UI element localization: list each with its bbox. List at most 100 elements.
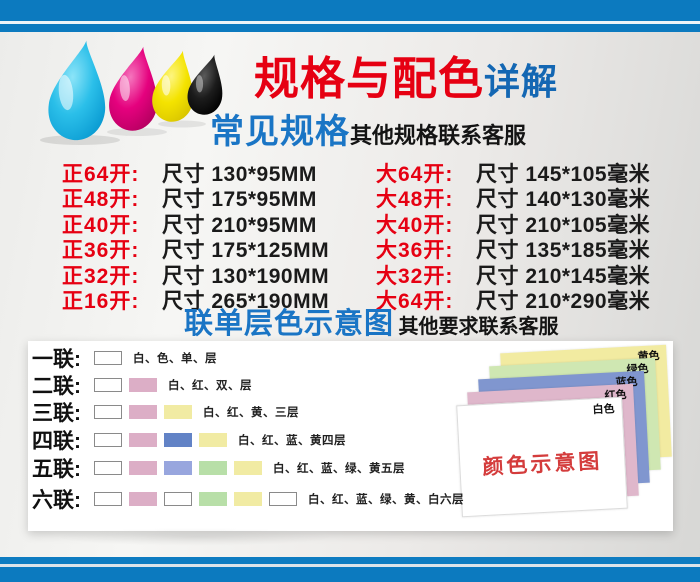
color-swatch-yellow xyxy=(164,405,192,419)
color-swatch-white xyxy=(94,351,122,365)
color-swatch-green xyxy=(199,461,227,475)
spec-size-label: 正64开: xyxy=(62,162,140,186)
sheet-color-label: 白色 xyxy=(592,403,615,417)
spec-column-right: 大64开: 尺寸 145*105毫米 大48开: 尺寸 140*130毫米 大40开: 尺… xyxy=(376,160,651,314)
layer-row: 四联: 白、红、蓝、黄四层 xyxy=(32,429,346,453)
page-title-suffix: 详解 xyxy=(484,61,559,102)
page-title-main: 规格与配色 xyxy=(254,53,485,104)
spec-row: 正32开: 尺寸 130*190MM xyxy=(62,262,329,288)
color-swatch-yellow xyxy=(199,433,227,447)
layers-heading-note: 其他要求联系客服 xyxy=(398,316,559,338)
cyan-ink-drop xyxy=(44,36,115,144)
yellow-ink-drop xyxy=(148,46,203,126)
color-swatch-pink xyxy=(129,378,157,392)
spec-row: 正36开: 尺寸 175*125MM xyxy=(62,237,330,263)
layer-row: 六联: 白、红、蓝、绿、黄、白六层 xyxy=(32,488,464,512)
color-swatch-yellow xyxy=(234,492,262,506)
common-specs-heading-text: 常见规格 xyxy=(210,113,350,151)
spec-size-label: 大48开: xyxy=(376,188,454,212)
spec-row: 正48开: 尺寸 175*95MM xyxy=(62,186,329,212)
layer-row-description: 白、红、双、层 xyxy=(168,380,252,392)
color-swatch-white xyxy=(94,433,122,447)
layer-row-label: 四联: xyxy=(32,430,81,453)
layer-row-description: 白、红、蓝、绿、黄、白六层 xyxy=(308,494,464,506)
page-title: 规格与配色详解 xyxy=(254,42,558,107)
layer-row: 一联: 白、色、单、层 xyxy=(32,347,217,371)
spec-size-label: 正48开: xyxy=(62,188,140,212)
spec-size-value: 尺寸 210*290毫米 xyxy=(476,290,651,314)
color-swatch-white xyxy=(269,492,297,506)
layers-panel: 黄色 绿色 蓝色 红色 白色 颜色示意图 一联: 白、色、单、层 二联: 白、红、双、层 三联: 白、… xyxy=(28,341,673,531)
spec-size-label: 正40开: xyxy=(62,213,140,237)
spec-row: 大40开: 尺寸 210*105毫米 xyxy=(376,211,650,237)
spec-size-label: 正16开: xyxy=(62,290,140,314)
color-swatch-white xyxy=(94,492,122,506)
spec-row: 大64开: 尺寸 145*105毫米 xyxy=(376,160,650,186)
common-specs-heading-note: 其他规格联系客服 xyxy=(350,123,527,148)
spec-row: 大32开: 尺寸 210*145毫米 xyxy=(376,262,650,288)
color-swatch-pink xyxy=(129,405,157,419)
layer-row-description: 白、红、蓝、绿、黄五层 xyxy=(273,463,405,475)
layer-row-label: 五联: xyxy=(32,458,81,481)
black-ink-drop xyxy=(183,50,228,119)
color-sheet-white-sheet: 白色颜色示意图 xyxy=(456,396,628,518)
layer-row-label: 六联: xyxy=(32,489,81,512)
spec-size-label: 大64开: xyxy=(376,290,454,314)
color-swatch-white xyxy=(94,405,122,419)
spec-row: 正64开: 尺寸 130*95MM xyxy=(62,160,329,186)
color-swatch-lightblue xyxy=(164,461,192,475)
color-swatch-green xyxy=(199,492,227,506)
spec-size-label: 大32开: xyxy=(376,264,454,288)
ink-drops-graphic xyxy=(40,36,228,145)
spec-size-label: 正36开: xyxy=(62,239,140,263)
color-demo-caption: 颜色示意图 xyxy=(481,449,603,480)
spec-size-value: 尺寸 140*130毫米 xyxy=(476,188,651,212)
spec-row: 大64开: 尺寸 210*290毫米 xyxy=(376,288,651,314)
spec-row: 正40开: 尺寸 210*95MM xyxy=(62,211,329,237)
spec-size-value: 尺寸 210*145毫米 xyxy=(476,264,651,288)
color-swatch-yellow xyxy=(234,461,262,475)
layers-section-heading: 联单层色示意图 其他要求联系客服 xyxy=(184,300,558,342)
layer-row: 三联: 白、红、黄、三层 xyxy=(32,401,299,425)
color-swatch-pink xyxy=(129,461,157,475)
layer-row-description: 白、红、黄、三层 xyxy=(203,407,299,419)
bottom-banner-bar xyxy=(0,557,700,582)
layer-row-description: 白、红、蓝、黄四层 xyxy=(238,435,346,447)
layer-row-label: 二联: xyxy=(32,375,81,398)
color-swatch-pink xyxy=(129,492,157,506)
spec-size-value: 尺寸 145*105毫米 xyxy=(476,162,651,186)
layer-row-description: 白、色、单、层 xyxy=(133,353,217,365)
spec-size-value: 尺寸 175*95MM xyxy=(162,188,317,212)
spec-size-value: 尺寸 130*190MM xyxy=(162,264,330,288)
spec-size-label: 大36开: xyxy=(376,239,454,263)
spec-size-label: 大40开: xyxy=(376,213,454,237)
spec-size-value: 尺寸 175*125MM xyxy=(162,239,330,263)
color-swatch-white xyxy=(94,378,122,392)
spec-row: 正16开: 尺寸 265*190MM xyxy=(62,288,330,314)
spec-row: 大48开: 尺寸 140*130毫米 xyxy=(376,186,651,212)
spec-size-label: 大64开: xyxy=(376,162,454,186)
color-swatch-white xyxy=(94,461,122,475)
spec-size-value: 尺寸 210*105毫米 xyxy=(476,213,651,237)
spec-size-value: 尺寸 210*95MM xyxy=(162,213,317,237)
layers-heading-text: 联单层色示意图 xyxy=(184,308,395,340)
color-swatch-blue xyxy=(164,433,192,447)
top-banner-bar xyxy=(0,0,700,32)
spec-row: 大36开: 尺寸 135*185毫米 xyxy=(376,237,650,263)
layer-row-label: 一联: xyxy=(32,348,81,371)
common-specs-heading: 常见规格其他规格联系客服 xyxy=(210,104,526,153)
magenta-ink-drop xyxy=(104,42,167,135)
layer-row-label: 三联: xyxy=(32,402,81,425)
drop-shadow xyxy=(40,135,120,145)
panel-floor-shadow xyxy=(55,528,335,546)
layer-row: 二联: 白、红、双、层 xyxy=(32,374,252,398)
drop-shadow xyxy=(107,128,167,136)
spec-size-label: 正32开: xyxy=(62,264,140,288)
color-swatch-pink xyxy=(129,433,157,447)
spec-size-value: 尺寸 130*95MM xyxy=(162,162,317,186)
drop-shadow xyxy=(158,120,206,128)
spec-column-left: 正64开: 尺寸 130*95MM 正48开: 尺寸 175*95MM 正40开: 尺寸 … xyxy=(62,160,330,314)
spec-size-value: 尺寸 265*190MM xyxy=(162,290,330,314)
layer-row: 五联: 白、红、蓝、绿、黄五层 xyxy=(32,457,405,481)
